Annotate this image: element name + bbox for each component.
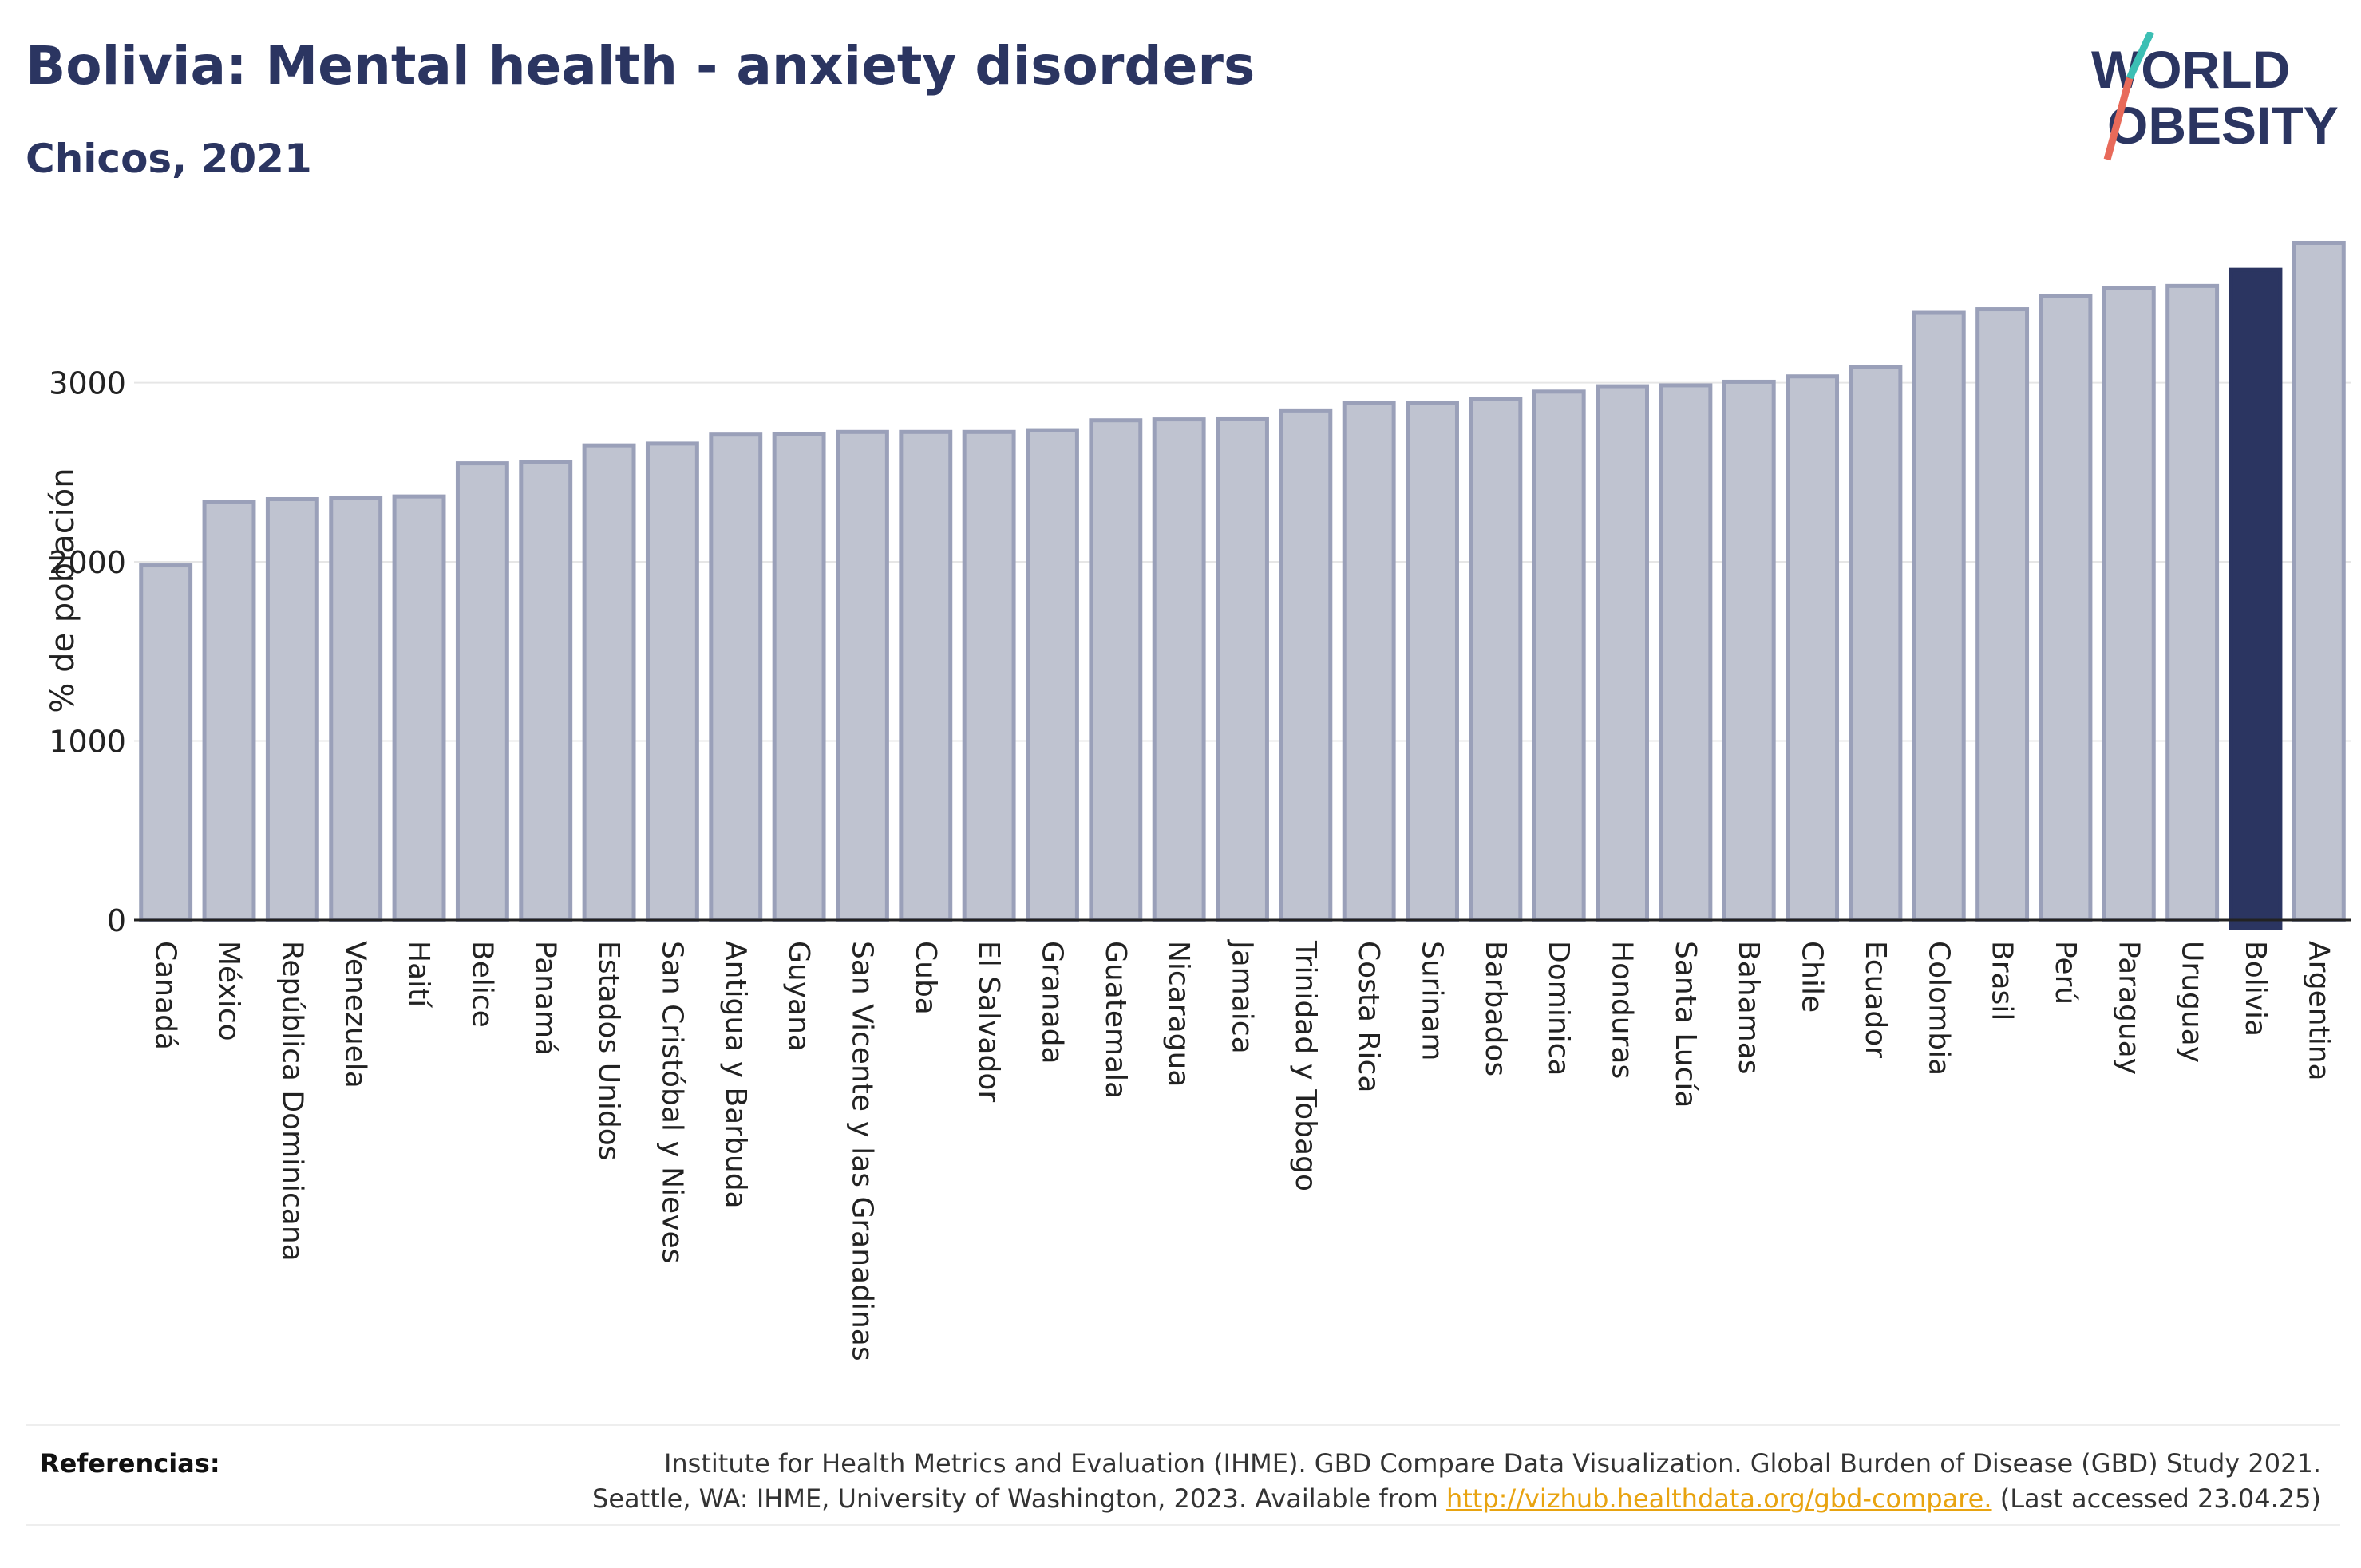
y-tick-label: 1000 xyxy=(49,725,126,760)
bar-chile xyxy=(1786,374,1840,922)
bar-antigua-y-barbuda xyxy=(709,432,763,922)
bar-surinam xyxy=(1406,401,1459,922)
x-tick-label: El Salvador xyxy=(972,941,1005,1102)
page-title: Bolivia: Mental health - anxiety disorde… xyxy=(26,35,1256,97)
x-tick-label: Jamaica xyxy=(1226,939,1259,1054)
x-tick-label: Venezuela xyxy=(339,941,372,1088)
bar-bahamas xyxy=(1722,379,1776,922)
bar-república-dominicana xyxy=(265,496,319,922)
bar-dominica xyxy=(1532,389,1586,922)
x-tick-label: Guatemala xyxy=(1099,941,1132,1099)
separator-bottom xyxy=(26,1524,2340,1526)
x-tick-label: Dominica xyxy=(1542,941,1575,1076)
bar-trinidad-y-tobago xyxy=(1279,408,1333,922)
bar-nicaragua xyxy=(1152,417,1206,922)
bar-honduras xyxy=(1596,384,1650,922)
separator-top xyxy=(26,1424,2340,1426)
references-label: Referencias: xyxy=(40,1448,220,1479)
bar-panamá xyxy=(519,460,573,922)
x-tick-label: Costa Rica xyxy=(1352,941,1385,1092)
x-tick-label: Bolivia xyxy=(2239,941,2272,1037)
references-line2-suffix: (Last accessed 23.04.25) xyxy=(1991,1483,2321,1514)
bar-brasil xyxy=(1975,307,2030,922)
x-tick-label: Canadá xyxy=(149,941,182,1050)
bar-haití xyxy=(392,494,446,922)
x-tick-label: Paraguay xyxy=(2112,941,2145,1075)
references-line1: Institute for Health Metrics and Evaluat… xyxy=(663,1448,2321,1479)
y-tick-label: 2000 xyxy=(49,545,126,580)
x-tick-label: Chile xyxy=(1796,941,1829,1013)
x-tick-label: Perú xyxy=(2049,941,2082,1005)
x-tick-label: San Cristóbal y Nieves xyxy=(655,941,688,1263)
bar-argentina xyxy=(2292,240,2346,922)
bar-guatemala xyxy=(1089,418,1143,922)
x-tick-label: Belice xyxy=(465,941,498,1028)
x-tick-label: República Dominicana xyxy=(275,941,308,1262)
x-tick-label: Antigua y Barbuda xyxy=(719,941,752,1209)
bar-canadá xyxy=(139,563,193,922)
bar-perú xyxy=(2039,294,2093,922)
references-line2-prefix: Seattle, WA: IHME, University of Washing… xyxy=(592,1483,1446,1514)
x-tick-label: Estados Unidos xyxy=(592,941,625,1161)
bar-barbados xyxy=(1469,397,1523,922)
bar-el-salvador xyxy=(962,429,1016,922)
x-tick-label: Nicaragua xyxy=(1162,941,1195,1087)
x-tick-label: Granada xyxy=(1035,941,1068,1064)
bar-costa-rica xyxy=(1342,401,1396,922)
bar-bolivia xyxy=(2229,267,2283,930)
x-tick-label: Santa Lucía xyxy=(1669,941,1702,1108)
references-text: Institute for Health Metrics and Evaluat… xyxy=(592,1446,2321,1516)
x-tick-label: Colombia xyxy=(1922,941,1955,1076)
references-line2: Seattle, WA: IHME, University of Washing… xyxy=(592,1481,2321,1516)
bar-san-cristóbal-y-nieves xyxy=(645,441,699,922)
x-tick-label: Brasil xyxy=(1986,941,2019,1021)
bar-granada xyxy=(1026,428,1079,922)
bar-belice xyxy=(455,461,509,922)
x-tick-label: San Vicente y las Granadinas xyxy=(845,941,878,1361)
x-tick-label: Barbados xyxy=(1479,941,1512,1076)
bar-chart: 0 1000 2000 3000 Canadá México República Domin… xyxy=(49,240,2351,1361)
x-tick-label: Surinam xyxy=(1416,941,1449,1060)
y-tick-label: 0 xyxy=(107,903,126,938)
references-link[interactable]: http://vizhub.healthdata.org/gbd-compare… xyxy=(1445,1483,1992,1514)
bar-venezuela xyxy=(329,496,383,922)
x-tick-label: México xyxy=(212,941,245,1041)
x-tick-label: Bahamas xyxy=(1732,941,1765,1075)
logo-slash-teal xyxy=(2126,32,2155,80)
bar-cuba xyxy=(899,429,953,922)
bar-jamaica xyxy=(1216,416,1269,922)
x-tick-label: Uruguay xyxy=(2176,941,2209,1063)
page-subtitle: Chicos, 2021 xyxy=(26,136,312,182)
x-tick-label: Panamá xyxy=(529,941,562,1056)
y-tick-label: 3000 xyxy=(49,366,126,401)
x-tick-label: Guyana xyxy=(782,941,815,1052)
bar-guyana xyxy=(772,432,826,922)
x-tick-label: Cuba xyxy=(909,941,942,1015)
bar-san-vicente-y-las-granadinas xyxy=(835,429,889,922)
bar-ecuador xyxy=(1849,365,1903,922)
x-tick-label: Honduras xyxy=(1606,941,1639,1079)
bar-colombia xyxy=(1912,310,1966,922)
bar-paraguay xyxy=(2102,286,2156,922)
bar-uruguay xyxy=(2165,283,2220,922)
x-tick-label: Trinidad y Tobago xyxy=(1289,940,1322,1191)
x-tick-label: Ecuador xyxy=(1859,941,1892,1058)
logo-slash-red xyxy=(2103,77,2134,161)
bar-estados-unidos xyxy=(582,443,636,922)
bar-santa-lucía xyxy=(1659,383,1713,922)
x-tick-label: Haití xyxy=(402,941,435,1008)
x-tick-label: Argentina xyxy=(2302,941,2335,1081)
logo-line2: OBESITY xyxy=(2107,96,2339,155)
bar-méxico xyxy=(202,500,256,922)
world-obesity-logo: WORLD OBESITY xyxy=(2091,32,2339,161)
